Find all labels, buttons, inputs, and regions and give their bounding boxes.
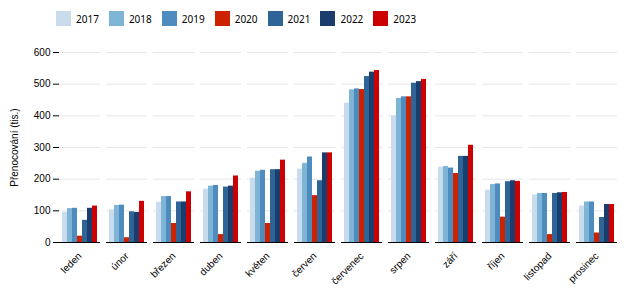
svg-text:300: 300 (34, 142, 51, 153)
svg-text:říjen: říjen (485, 250, 507, 272)
svg-text:srpen: srpen (387, 250, 412, 275)
svg-text:0: 0 (45, 237, 51, 248)
svg-text:leden: leden (59, 250, 84, 275)
svg-text:červenec: červenec (329, 250, 365, 286)
svg-text:600: 600 (34, 47, 51, 58)
html-text:2022: 2022 (340, 11, 364, 26)
svg-text:100: 100 (34, 205, 51, 216)
html-text:2021: 2021 (287, 11, 311, 26)
svg-text:Přenocování (tis.): Přenocování (tis.) (9, 108, 20, 186)
svg-text:listopad: listopad (522, 250, 554, 282)
svg-text:září: září (440, 250, 460, 270)
svg-text:200: 200 (34, 173, 51, 184)
svg-text:únor: únor (109, 250, 131, 272)
svg-text:400: 400 (34, 110, 51, 121)
html-text:2018: 2018 (128, 11, 152, 26)
svg-text:květen: květen (243, 250, 272, 279)
html-text:2020: 2020 (234, 11, 258, 26)
svg-text:prosinec: prosinec (566, 250, 601, 285)
svg-text:500: 500 (34, 78, 51, 89)
html-text:2019: 2019 (181, 11, 205, 26)
html-text:2017: 2017 (76, 11, 99, 26)
html-text:2023: 2023 (393, 11, 417, 26)
svg-text:červen: červen (290, 250, 319, 279)
svg-text:duben: duben (197, 250, 224, 277)
svg-text:březen: březen (148, 250, 177, 279)
